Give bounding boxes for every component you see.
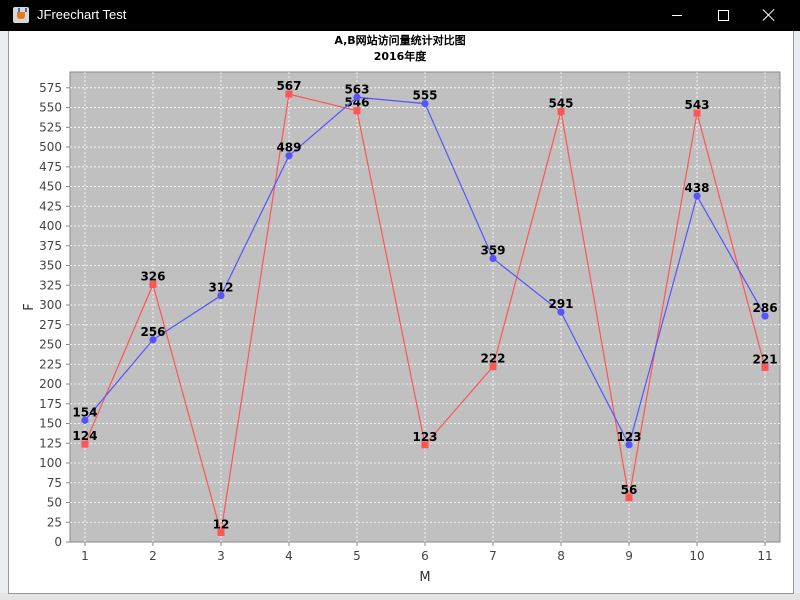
x-tick-label: 3: [217, 549, 225, 563]
data-point: [149, 336, 157, 344]
data-point: [693, 192, 701, 200]
data-point: [489, 363, 497, 371]
data-label: 563: [344, 82, 369, 96]
y-tick-label: 475: [39, 160, 62, 174]
data-label: 543: [684, 98, 709, 112]
x-tick-label: 10: [689, 549, 704, 563]
y-tick-label: 550: [39, 101, 62, 115]
data-label: 154: [72, 405, 97, 419]
y-axis-label: F: [22, 303, 37, 310]
y-tick-label: 575: [39, 81, 62, 95]
y-tick-label: 75: [47, 476, 62, 490]
x-tick-label: 4: [285, 549, 293, 563]
y-tick-label: 275: [39, 318, 62, 332]
chart-subtitle: 2016年度: [374, 49, 428, 63]
data-label: 438: [684, 181, 709, 195]
data-label: 124: [72, 429, 97, 443]
y-tick-label: 150: [39, 417, 62, 431]
x-tick-label: 1: [81, 549, 89, 563]
window-title: JFreechart Test: [37, 7, 127, 22]
series-1: 124 326 12 567 546 123 222 545 56 543 221: [72, 79, 778, 537]
data-point: [421, 441, 429, 449]
data-label: 291: [548, 297, 573, 311]
window-border-right: [792, 31, 800, 600]
plot-area: [69, 71, 781, 543]
minimize-icon: [672, 15, 682, 16]
data-point: [81, 416, 89, 424]
x-tick-label: 11: [757, 549, 772, 563]
data-point: [557, 308, 565, 316]
data-point: [625, 494, 633, 502]
data-point: [217, 529, 225, 537]
y-tick-label: 250: [39, 338, 62, 352]
minimize-button[interactable]: [654, 0, 700, 31]
y-tick-label: 225: [39, 357, 62, 371]
data-label: 12: [213, 518, 230, 532]
y-tick-label: 50: [47, 496, 62, 510]
data-point: [285, 152, 293, 160]
data-point: [421, 99, 429, 108]
data-point: [489, 254, 497, 263]
data-label: 123: [412, 430, 437, 444]
y-tick-label: 400: [39, 219, 62, 233]
data-label: 123: [616, 430, 641, 444]
y-tick-label: 300: [39, 298, 62, 312]
window-titlebar: JFreechart Test: [0, 0, 800, 31]
window-border-bottom: [0, 593, 800, 600]
data-label: 489: [276, 141, 301, 155]
data-label: 359: [480, 243, 505, 257]
y-tick-label: 375: [39, 239, 62, 253]
y-tick-label: 525: [39, 120, 62, 134]
maximize-icon: [718, 10, 729, 21]
x-tick-label: 9: [625, 549, 633, 563]
maximize-button[interactable]: [700, 0, 746, 31]
data-label: 567: [276, 79, 301, 93]
data-label: 256: [140, 325, 165, 339]
window-border-left: [0, 31, 8, 600]
data-label: 312: [208, 281, 233, 295]
java-app-icon: [13, 7, 29, 23]
y-tick-label: 175: [39, 397, 62, 411]
data-point: [761, 312, 769, 320]
data-point: [149, 280, 157, 288]
x-axis-label: M: [419, 570, 430, 585]
y-tick-label: 25: [47, 515, 62, 529]
data-label: 545: [548, 96, 573, 110]
y-tick-label: 325: [39, 278, 62, 292]
data-point: [217, 291, 225, 300]
data-label: 286: [753, 301, 778, 315]
data-point: [693, 109, 701, 117]
x-tick-label: 2: [149, 549, 157, 563]
y-tick-label: 350: [39, 259, 62, 273]
x-tick-label: 7: [489, 549, 497, 563]
data-point: [625, 441, 633, 449]
data-label: 56: [621, 483, 638, 497]
x-tick-label: 8: [557, 549, 565, 563]
data-point: [81, 440, 89, 448]
data-point: [557, 107, 565, 115]
data-label: 222: [480, 352, 505, 366]
y-tick-label: 100: [39, 456, 62, 470]
data-point: [761, 363, 769, 371]
y-tick-label: 425: [39, 199, 62, 213]
data-label: 221: [753, 352, 778, 366]
data-point: [285, 90, 293, 98]
data-label: 546: [344, 96, 369, 110]
series-2: 154 256 312 489 563 555 359 291 123 438 286: [72, 82, 778, 449]
x-tick-label: 6: [421, 549, 429, 563]
data-label: 326: [140, 269, 165, 283]
chart-title: A,B网站访问量统计对比图: [334, 33, 465, 47]
data-point: [353, 107, 361, 115]
y-tick-label: 125: [39, 436, 62, 450]
y-tick-label: 450: [39, 180, 62, 194]
y-tick-label: 200: [39, 377, 62, 391]
y-tick-label: 0: [54, 535, 62, 549]
data-point: [353, 93, 361, 101]
y-tick-label: 500: [39, 140, 62, 154]
data-label: 555: [412, 89, 437, 103]
x-tick-label: 5: [353, 549, 361, 563]
